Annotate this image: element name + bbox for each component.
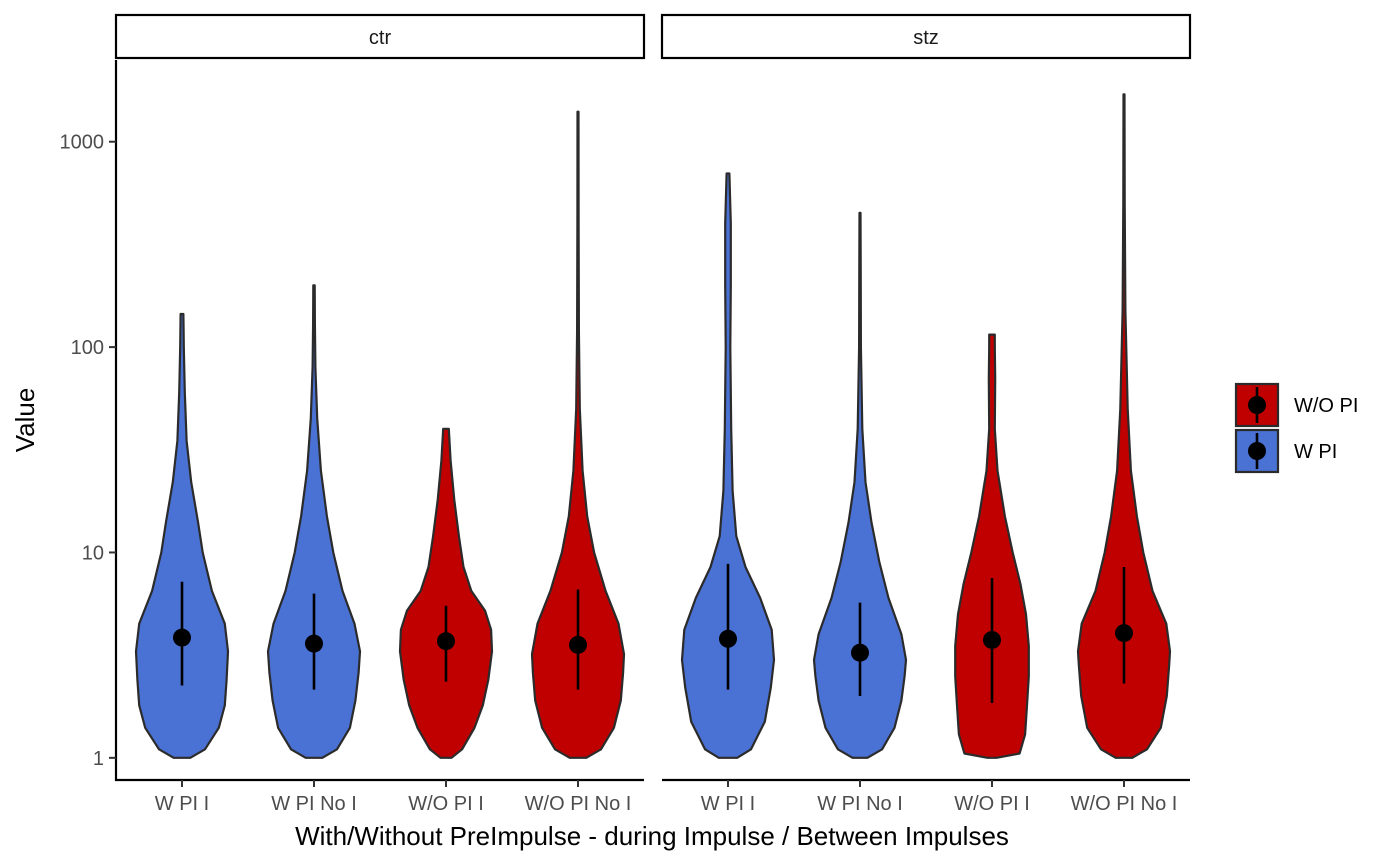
y-tick-label: 100 xyxy=(71,337,104,359)
x-tick-label: W/O PI I xyxy=(954,793,1030,815)
facet-panel-stz: stz W PI I W PI No I W/O PI I W/O PI No I xyxy=(660,13,1192,815)
x-tick-label: W PI I xyxy=(155,793,209,815)
violin-stz-w-o-pi-i xyxy=(954,333,1030,759)
median-point-stz-w-pi-i xyxy=(719,629,737,648)
violin-group-ctr-w-o-pi-no-i xyxy=(530,110,626,759)
legend: W/O PI W PI xyxy=(1234,382,1358,474)
y-tick-label: 1000 xyxy=(60,132,105,154)
legend-label: W/O PI xyxy=(1294,395,1358,417)
median-point-stz-w-o-pi-no-i xyxy=(1115,624,1133,643)
x-tick-label: W/O PI No I xyxy=(1071,793,1178,815)
median-point-ctr-w-pi-no-i xyxy=(305,634,323,653)
violin-stz-w-o-pi-no-i xyxy=(1076,93,1172,759)
x-tick-label: W/O PI No I xyxy=(525,793,632,815)
violin-group-stz-w-pi-no-i xyxy=(812,211,908,759)
legend-label: W PI xyxy=(1294,441,1337,463)
violin-group-ctr-w-pi-i xyxy=(134,312,230,759)
violin-ctr-w-o-pi-i xyxy=(398,427,494,759)
violin-stz-w-pi-i xyxy=(680,172,776,759)
violin-group-stz-w-o-pi-i xyxy=(954,333,1030,759)
legend-entry-w-pi: W PI xyxy=(1234,428,1337,474)
facet-panel-ctr: ctr W PI I W PI No I W/O PI I W/O PI No I xyxy=(114,13,646,815)
legend-key-point xyxy=(1248,442,1266,460)
violin-group-stz-w-pi-i xyxy=(680,172,776,759)
median-point-ctr-w-o-pi-no-i xyxy=(569,635,587,654)
violin-stz-w-pi-no-i xyxy=(812,211,908,759)
x-tick-label: W PI No I xyxy=(271,793,357,815)
median-point-ctr-w-pi-i xyxy=(173,628,191,647)
y-axis-title: Value xyxy=(10,388,40,453)
violin-ctr-w-pi-no-i xyxy=(266,284,362,759)
x-axis-title: With/Without PreImpulse - during Impulse… xyxy=(295,821,1009,851)
median-point-ctr-w-o-pi-i xyxy=(437,632,455,651)
median-point-stz-w-o-pi-i xyxy=(983,630,1001,649)
facet-strip-label: ctr xyxy=(369,27,392,49)
median-point-stz-w-pi-no-i xyxy=(851,643,869,662)
facet-strip-stz xyxy=(660,13,1192,60)
violin-ctr-w-o-pi-no-i xyxy=(530,110,626,759)
y-tick-label: 1 xyxy=(93,748,104,770)
y-tick-label: 10 xyxy=(82,542,104,564)
legend-entry-w-o-pi: W/O PI xyxy=(1234,382,1358,428)
legend-key-point xyxy=(1248,396,1266,414)
x-tick-label: W/O PI I xyxy=(408,793,484,815)
violin-group-stz-w-o-pi-no-i xyxy=(1076,93,1172,759)
violin-ctr-w-pi-i xyxy=(134,312,230,759)
violin-group-ctr-w-o-pi-i xyxy=(398,427,494,759)
x-tick-label: W PI I xyxy=(701,793,755,815)
y-axis: 1 10 100 1000 xyxy=(60,60,118,781)
facet-strip-label: stz xyxy=(913,27,939,49)
x-tick-label: W PI No I xyxy=(817,793,903,815)
violin-group-ctr-w-pi-no-i xyxy=(266,284,362,759)
facet-strip-ctr xyxy=(114,13,646,60)
